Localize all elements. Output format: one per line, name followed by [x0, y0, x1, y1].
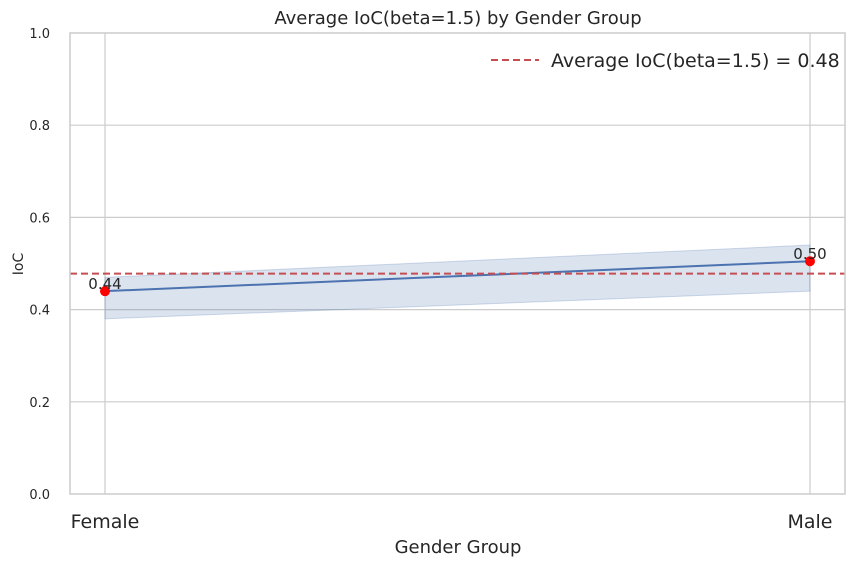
data-point	[100, 286, 110, 297]
legend: Average IoC(beta=1.5) = 0.48	[491, 50, 840, 72]
y-tick-labels: 0.0 0.2 0.4 0.6 0.8 1.0	[29, 27, 50, 503]
y-tick-label: 0.6	[29, 211, 50, 226]
plot-frame	[69, 32, 846, 495]
x-tick-labels: Female Male	[71, 511, 833, 533]
x-tick-label: Female	[71, 511, 140, 533]
y-tick-label: 0.0	[29, 488, 50, 503]
plot-border	[69, 32, 846, 495]
y-axis-label: IoC	[11, 253, 27, 276]
series-line	[104, 260, 811, 293]
data-label: 0.44	[88, 275, 121, 293]
chart-title: Average IoC(beta=1.5) by Gender Group	[274, 8, 641, 29]
y-tick-label: 0.8	[29, 119, 50, 134]
data-label: 0.50	[793, 245, 826, 263]
marker-layer	[100, 256, 815, 297]
data-labels: 0.44 0.50	[88, 245, 826, 293]
confidence-band-layer	[104, 244, 811, 320]
x-axis-label: Gender Group	[395, 537, 522, 558]
y-tick-label: 1.0	[29, 27, 50, 42]
series-line-layer	[104, 260, 811, 293]
confidence-band	[104, 244, 811, 320]
y-tick-label: 0.2	[29, 396, 50, 411]
x-tick-label: Male	[787, 511, 832, 533]
y-tick-label: 0.4	[29, 304, 50, 319]
legend-label: Average IoC(beta=1.5) = 0.48	[551, 50, 840, 72]
data-point	[805, 256, 815, 267]
